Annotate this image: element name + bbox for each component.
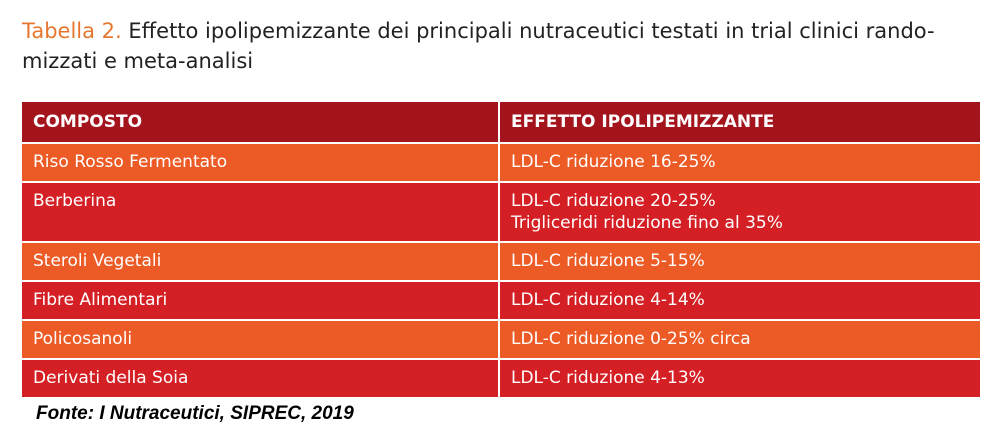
caption-line-1: Tabella 2. Effetto ipolipemizzante dei p… <box>22 16 982 46</box>
effect-cell: LDL-C riduzione 16-25% <box>500 144 980 181</box>
compound-cell: Policosanoli <box>22 321 500 358</box>
effect-cell: LDL-C riduzione 4-14% <box>500 282 980 319</box>
effect-line: LDL-C riduzione 4-13% <box>511 368 705 388</box>
header-compound: COMPOSTO <box>22 102 500 142</box>
effect-cell: LDL-C riduzione 4-13% <box>500 360 980 397</box>
caption-text-1: Effetto ipolipemizzante dei principali n… <box>121 19 935 43</box>
caption-label: Tabella 2. <box>22 19 122 43</box>
effect-line: LDL-C riduzione 20-25% <box>511 191 716 211</box>
effect-line: LDL-C riduzione 5-15% <box>511 251 705 271</box>
table-row: Policosanoli LDL-C riduzione 0-25% circa <box>22 319 980 358</box>
table-row: Fibre Alimentari LDL-C riduzione 4-14% <box>22 280 980 319</box>
table-row: Steroli Vegetali LDL-C riduzione 5-15% <box>22 241 980 280</box>
compound-cell: Steroli Vegetali <box>22 243 500 280</box>
effect-cell: LDL-C riduzione 5-15% <box>500 243 980 280</box>
compound-cell: Fibre Alimentari <box>22 282 500 319</box>
effect-line: Trigliceridi riduzione fino al 35% <box>511 213 783 233</box>
compound-cell: Derivati della Soia <box>22 360 500 397</box>
effect-line: LDL-C riduzione 16-25% <box>511 152 716 172</box>
table-row: Berberina LDL-C riduzione 20-25% Triglic… <box>22 181 980 241</box>
effect-line: LDL-C riduzione 0-25% circa <box>511 329 751 349</box>
compound-cell: Riso Rosso Fermentato <box>22 144 500 181</box>
caption-text-2: mizzati e meta-analisi <box>22 49 254 73</box>
nutraceutical-table: COMPOSTO EFFETTO IPOLIPEMIZZANTE Riso Ro… <box>22 102 980 397</box>
table-row: Riso Rosso Fermentato LDL-C riduzione 16… <box>22 142 980 181</box>
table-header-row: COMPOSTO EFFETTO IPOLIPEMIZZANTE <box>22 102 980 142</box>
effect-cell: LDL-C riduzione 0-25% circa <box>500 321 980 358</box>
effect-cell: LDL-C riduzione 20-25% Trigliceridi ridu… <box>500 183 980 241</box>
source-note: Fonte: I Nutraceutici, SIPREC, 2019 <box>36 403 354 424</box>
table-row: Derivati della Soia LDL-C riduzione 4-13… <box>22 358 980 397</box>
compound-cell: Berberina <box>22 183 500 241</box>
header-effect: EFFETTO IPOLIPEMIZZANTE <box>511 112 775 132</box>
effect-line: LDL-C riduzione 4-14% <box>511 290 705 310</box>
table-caption: Tabella 2. Effetto ipolipemizzante dei p… <box>22 16 982 76</box>
